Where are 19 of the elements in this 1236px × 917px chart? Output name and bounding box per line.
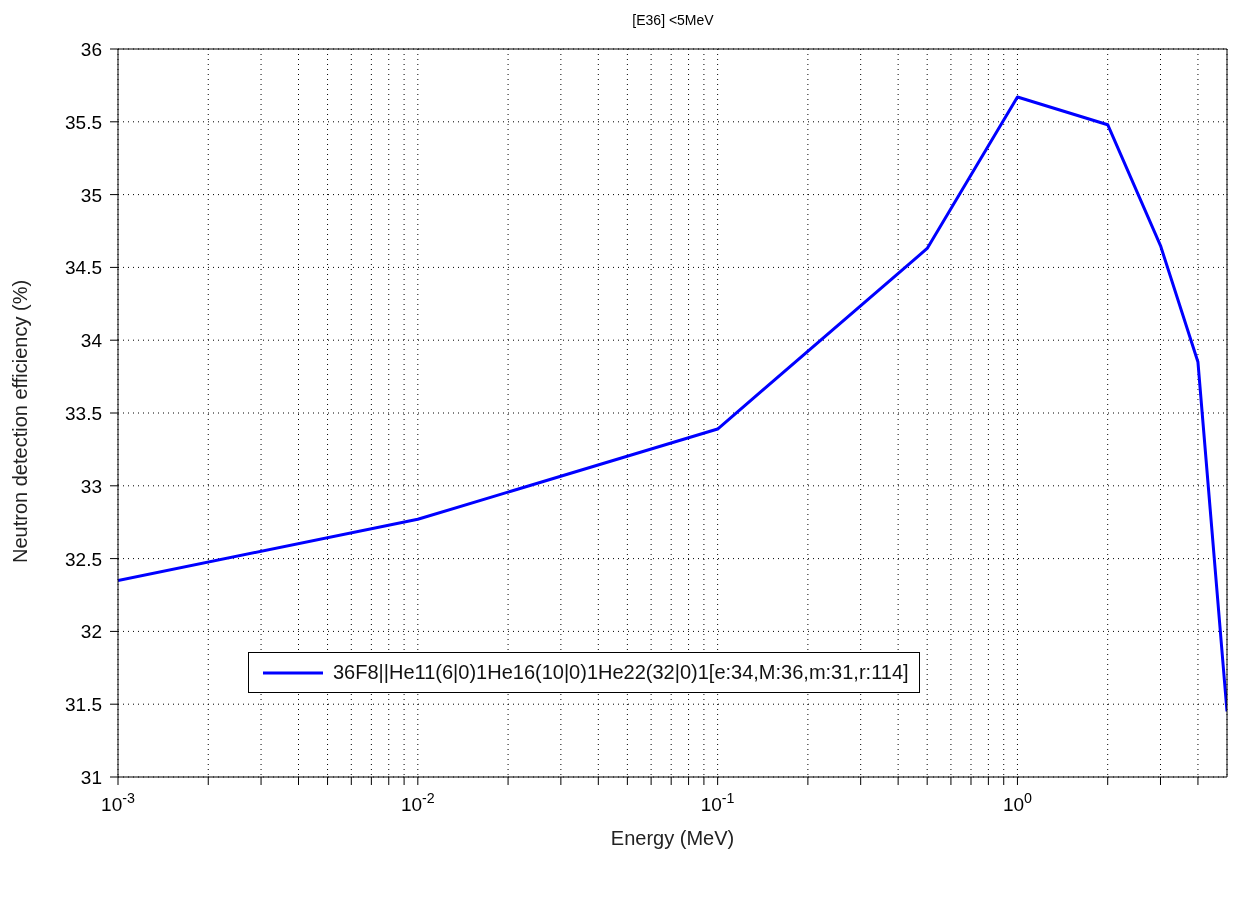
x-tick-label: 10$^{0}$	[1002, 790, 1033, 815]
x-tick-label: 10$^{-3}$	[101, 790, 135, 815]
y-tick-label: 34	[80, 330, 103, 352]
y-tick-label: 31	[80, 767, 102, 788]
y-tick-label: 33	[80, 475, 102, 497]
y-tick-label: 31.5	[65, 694, 102, 716]
y-tick-label: 34.5	[65, 257, 102, 279]
y-tick-label: 36	[80, 39, 102, 60]
legend-label: 36F8||He11(6|0)1He16(10|0)1He22(32|0)1[e:34,M:36,m:31,r:114]	[333, 661, 909, 684]
y-tick-label: 35	[80, 184, 102, 206]
x-tick-label: 10$^{-2}$	[400, 790, 435, 815]
y-tick-label: 33.5	[65, 403, 102, 424]
y-tick-label: 32	[80, 621, 102, 643]
y-tick-label: 32.5	[65, 548, 102, 570]
y-tick-label: 35.5	[65, 111, 102, 133]
x-tick-label: 10$^{-1}$	[700, 790, 735, 815]
y-axis-title: Neutron detection efficiency (%)	[9, 279, 32, 563]
x-axis-title: Energy (MeV)	[610, 827, 735, 850]
chart-title: [E36] <5MeV	[631, 12, 715, 28]
